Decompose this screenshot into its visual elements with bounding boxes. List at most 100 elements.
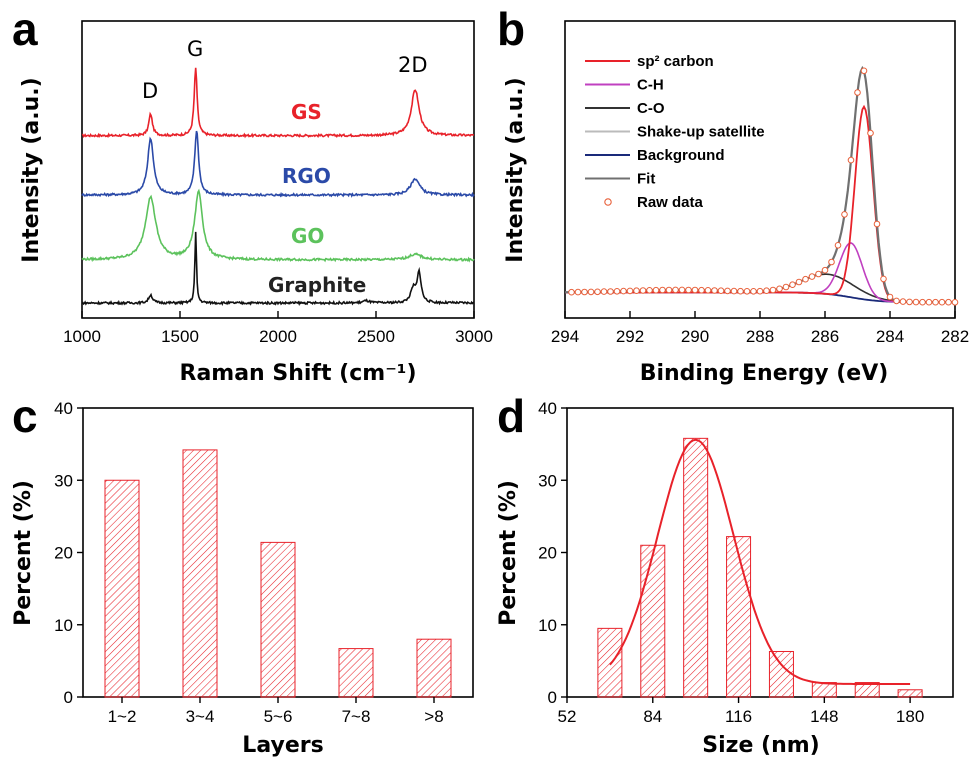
raw-data-point [659, 286, 666, 294]
panel-c-x-tick-label: 5~6 [264, 707, 293, 726]
raw-data-point [847, 156, 855, 164]
panel-b-x-tick-label: 286 [811, 327, 839, 346]
panel-c-y-tick-label: 20 [54, 544, 73, 563]
panel-c-x-tick-label: 7~8 [342, 707, 371, 726]
raw-data-point [691, 286, 699, 294]
legend-label: Fit [637, 171, 655, 188]
raw-data-point [698, 286, 705, 294]
panel-b-frame [564, 20, 956, 319]
panel-letter-c: c [12, 390, 38, 442]
legend-label: Background [637, 147, 725, 164]
raw-data-point [568, 288, 575, 296]
panel-a-x-tick-label: 3000 [455, 327, 493, 346]
panel-c-bar [416, 638, 452, 698]
panel-d-y-axis-title: Percent (%) [496, 480, 521, 626]
raw-data-point [815, 270, 822, 278]
peak-label-2d: 2D [398, 53, 428, 77]
panel-d-ticks: 52 84 116 148 180 0 10 20 30 40 [538, 399, 924, 726]
panel-d-bar [597, 627, 623, 698]
panel-a-x-tick-label: 2500 [357, 327, 395, 346]
peak-label-d: D [142, 79, 158, 103]
raw-data-point [594, 288, 601, 296]
panel-c-bar [104, 479, 140, 698]
raw-data-point [743, 288, 751, 295]
raw-data-point [581, 288, 588, 296]
series-label-go: GO [291, 224, 324, 248]
panel-c-x-tick-label: 1~2 [108, 707, 137, 726]
panel-a-x-tick-label: 1500 [161, 327, 199, 346]
panel-a-x-tick-label: 1000 [63, 327, 101, 346]
raw-data-point [652, 286, 660, 294]
raw-data-point [587, 288, 595, 296]
raw-data-point [925, 298, 933, 306]
panel-c: c 1~2 3~4 5~6 7~8 >8 0 10 20 30 40 Layers Percent… [11, 390, 474, 758]
panel-d-bar [726, 536, 752, 698]
raw-data-point [867, 129, 874, 137]
panel-b-x-axis-title: Binding Energy (eV) [640, 361, 889, 386]
raw-data-point [620, 287, 627, 295]
panel-d-x-tick-label: 84 [643, 707, 662, 726]
raw-data-point [795, 278, 803, 286]
panel-c-bar [182, 449, 218, 698]
raw-data-point [860, 67, 868, 75]
raw-data-point [646, 287, 653, 294]
raw-data-point [828, 258, 835, 266]
raw-data-point [574, 288, 582, 296]
raw-data-point [633, 287, 640, 295]
raw-data-point [919, 298, 926, 306]
panel-c-x-tick-label: 3~4 [186, 707, 215, 726]
raw-data-point [717, 287, 725, 295]
raw-data-point [639, 287, 647, 294]
raw-data-point [756, 287, 764, 295]
raw-data-point [750, 288, 757, 295]
panel-a: a 1000 1500 2000 2500 3000 D G 2D GS RGO GO … [12, 3, 493, 386]
raw-data-point [769, 286, 777, 294]
panel-c-x-axis-title: Layers [242, 733, 323, 758]
panel-d-bar [897, 689, 923, 698]
raw-data-point [808, 273, 816, 280]
panel-b-curves [565, 65, 959, 306]
raw-data-point [899, 298, 907, 305]
panel-d-y-tick-label: 30 [538, 471, 557, 490]
panel-b-y-axis-title: Intensity (a.u.) [503, 77, 528, 262]
panel-c-x-tick-label: >8 [424, 707, 443, 726]
panel-c-bar [338, 648, 374, 698]
panel-d-bars [597, 437, 923, 698]
panel-c-y-tick-label: 10 [54, 616, 73, 635]
series-label-graphite: Graphite [268, 273, 366, 297]
raw-data-point [600, 288, 608, 295]
panel-a-series-line [81, 67, 475, 139]
raw-data-point [906, 298, 913, 306]
raw-data-point [724, 287, 731, 295]
legend-label: sp² carbon [637, 53, 714, 70]
panel-b-x-tick-label: 290 [681, 327, 709, 346]
raw-data-point [873, 220, 881, 228]
raw-data-point [854, 89, 861, 96]
panel-d-x-axis-title: Size (nm) [702, 733, 819, 758]
panel-d-bar [683, 437, 709, 698]
panel-d-bar [768, 650, 794, 698]
panel-d-frame [566, 407, 954, 698]
raw-data-point [613, 288, 621, 295]
panel-b-x-tick-label: 288 [746, 327, 774, 346]
panel-d-bar [811, 682, 837, 698]
raw-data-point [763, 287, 770, 295]
panel-d-y-tick-label: 10 [538, 616, 557, 635]
raw-data-point [737, 287, 744, 295]
legend-label: C-H [637, 77, 664, 94]
panel-b-x-tick-label: 282 [941, 327, 969, 346]
raw-data-point [711, 287, 718, 294]
panel-d-x-tick-label: 52 [558, 707, 577, 726]
raw-data-point [704, 287, 712, 294]
fit-line [565, 65, 954, 304]
raw-data-point [841, 211, 848, 218]
panel-b-x-tick-label: 292 [616, 327, 644, 346]
panel-c-bars [104, 449, 452, 698]
raw-data-point [776, 285, 783, 293]
panel-c-y-axis-title: Percent (%) [11, 480, 36, 626]
raw-data-point [834, 242, 842, 249]
panel-b-x-ticks: 294 292 290 288 286 284 282 [551, 311, 969, 346]
raw-data-point [893, 297, 900, 305]
panel-a-y-axis-title: Intensity (a.u.) [19, 77, 44, 262]
